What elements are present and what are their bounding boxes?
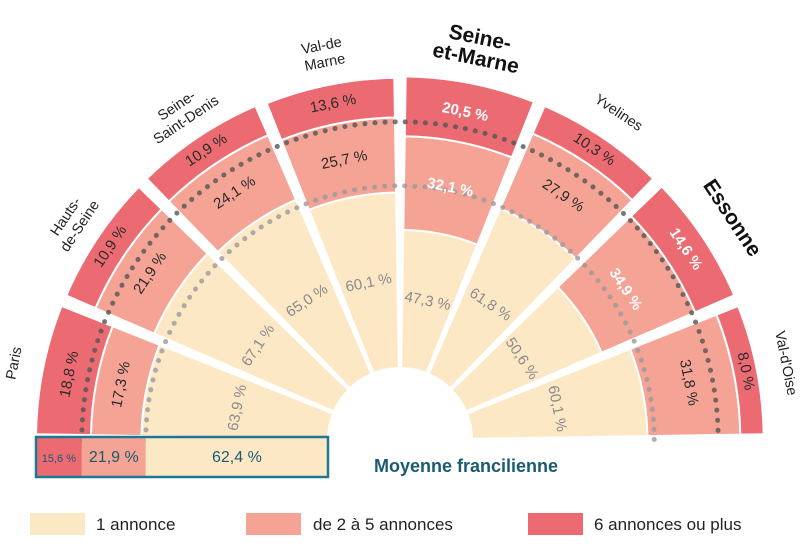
department-label-paris: Paris	[4, 346, 26, 382]
sector-val-de-marne-6-annonces-ou-plus	[265, 76, 396, 142]
average-frame	[34, 435, 330, 479]
sector-seine-saint-denis-6-annonces-ou-plus	[145, 104, 270, 203]
average-segment-6-plus	[36, 437, 82, 477]
legend-swatch-2-5-annonces	[246, 513, 301, 535]
average-bar: 15,6 % 21,9 % 62,4 % Moyenne francilienn…	[34, 435, 558, 479]
average-value-1-annonce: 62,4 %	[212, 449, 262, 466]
department-label-val-de-marne: Val-deMarne	[300, 34, 347, 74]
sector-paris-6-annonces-ou-plus	[35, 304, 114, 437]
legend-item-6-plus: 6 annonces ou plus	[528, 513, 741, 535]
average-segment-2-5-annonces	[81, 437, 146, 477]
legend-swatch-6-plus	[528, 513, 583, 535]
sector-essonne-6-annonces-ou-plus	[629, 185, 736, 314]
legend: 1 annonce de 2 à 5 annonces 6 annonces o…	[30, 513, 741, 535]
legend-item-2-5-annonces: de 2 à 5 annonces	[246, 513, 453, 535]
average-segment-1-annonce	[145, 437, 328, 477]
average-value-6-plus: 15,6 %	[42, 453, 76, 465]
department-label-val-d-oise: Val-d'Oise	[771, 330, 799, 397]
sector-seine-et-marne-6-annonces-ou-plus	[403, 75, 536, 159]
sector-yvelines-6-annonces-ou-plus	[531, 104, 655, 202]
legend-item-1-annonce: 1 annonce	[30, 513, 175, 535]
average-title: Moyenne francilienne	[374, 456, 558, 476]
legend-label-6-plus: 6 annonces ou plus	[594, 515, 741, 534]
sector-val-d-oise-6-annonces-ou-plus	[715, 304, 765, 436]
department-label-seine-et-marne: Seine-et-Marne	[431, 18, 525, 78]
chart-sectors	[35, 75, 765, 440]
department-label-yvelines: Yvelines	[591, 92, 645, 135]
average-value-2-5: 21,9 %	[89, 449, 139, 466]
legend-swatch-1-annonce	[30, 513, 85, 535]
legend-label-2-5-annonces: de 2 à 5 annonces	[313, 515, 453, 534]
legend-label-1-annonce: 1 annonce	[96, 515, 175, 534]
sector-hauts-de-seine-6-annonces-ou-plus	[64, 185, 164, 310]
